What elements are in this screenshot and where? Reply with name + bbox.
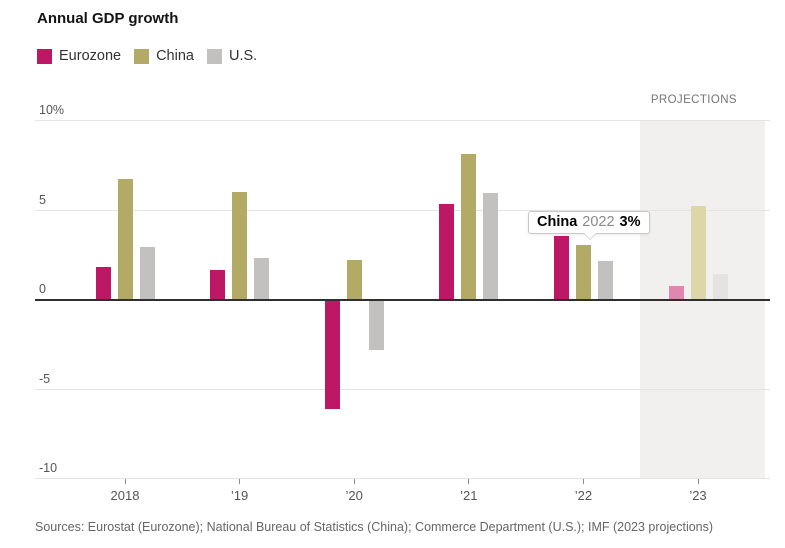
tooltip: China 2022 3% (528, 211, 650, 240)
source-attribution: Sources: Eurostat (Eurozone); National B… (35, 520, 714, 534)
y-axis-label: -5 (39, 371, 51, 386)
us-swatch-icon (206, 48, 222, 64)
y-axis-label: 5 (39, 192, 46, 207)
bar-us-2018[interactable] (139, 247, 155, 299)
legend-item-china: China (134, 48, 194, 64)
legend-item-us: U.S. (206, 48, 258, 64)
x-axis-zero-line (35, 298, 770, 301)
x-axis-tick (353, 479, 355, 484)
legend-label-eurozone: Eurozone (59, 48, 122, 64)
x-axis-tick (124, 479, 126, 484)
bar-us-21[interactable] (483, 193, 499, 299)
gridline (35, 209, 770, 211)
x-axis-tick (239, 479, 241, 484)
bar-eurozone-23[interactable] (668, 286, 684, 299)
x-axis-label: ’22 (574, 488, 593, 503)
bar-us-23[interactable] (712, 273, 728, 299)
chart-title: Annual GDP growth (37, 10, 179, 27)
x-axis-label: ’21 (460, 488, 478, 503)
x-axis-label: 2018 (110, 488, 140, 503)
x-axis-tick (582, 479, 584, 484)
china-swatch-icon (134, 48, 150, 64)
bar-eurozone-20[interactable] (324, 300, 340, 410)
legend-label-us: U.S. (228, 48, 258, 64)
eurozone-swatch-icon (37, 48, 52, 64)
x-axis-label: ’20 (345, 488, 363, 503)
gridline (35, 478, 770, 479)
plot-area: China 2022 3% 10% 5 0 -5 -10 2018 ’19 ’20 ’21 ’22 ’2… (35, 103, 770, 503)
bar-us-22[interactable] (597, 261, 613, 299)
bar-china-22[interactable] (575, 245, 591, 299)
y-axis-label: 10% (39, 103, 65, 117)
bar-china-20[interactable] (346, 259, 362, 299)
tooltip-value: 3% (619, 214, 641, 230)
bar-china-21[interactable] (461, 154, 477, 299)
tooltip-year: 2022 (582, 214, 615, 230)
bar-china-2018[interactable] (117, 179, 133, 299)
y-axis-label: 0 (39, 282, 46, 296)
x-axis-tick (468, 479, 470, 484)
bar-us-19[interactable] (254, 257, 270, 299)
bar-china-23[interactable] (690, 205, 706, 299)
gridline (35, 388, 770, 390)
bar-eurozone-19[interactable] (210, 270, 226, 299)
bar-eurozone-21[interactable] (439, 204, 455, 299)
bar-china-19[interactable] (232, 191, 248, 299)
bar-eurozone-2018[interactable] (95, 266, 111, 299)
x-axis-label: ’19 (230, 488, 249, 503)
legend-label-china: China (156, 48, 194, 64)
legend-item-eurozone: Eurozone (37, 48, 121, 64)
projections-label: PROJECTIONS (650, 94, 737, 106)
bar-us-20[interactable] (368, 300, 384, 351)
gridline (35, 120, 770, 121)
legend: Eurozone China U.S. (37, 48, 257, 64)
x-axis-label: ’23 (689, 488, 707, 503)
tooltip-series: China (537, 214, 578, 230)
y-axis-label: -10 (39, 461, 58, 475)
bar-eurozone-22[interactable] (553, 236, 569, 299)
x-axis-tick (697, 479, 699, 484)
